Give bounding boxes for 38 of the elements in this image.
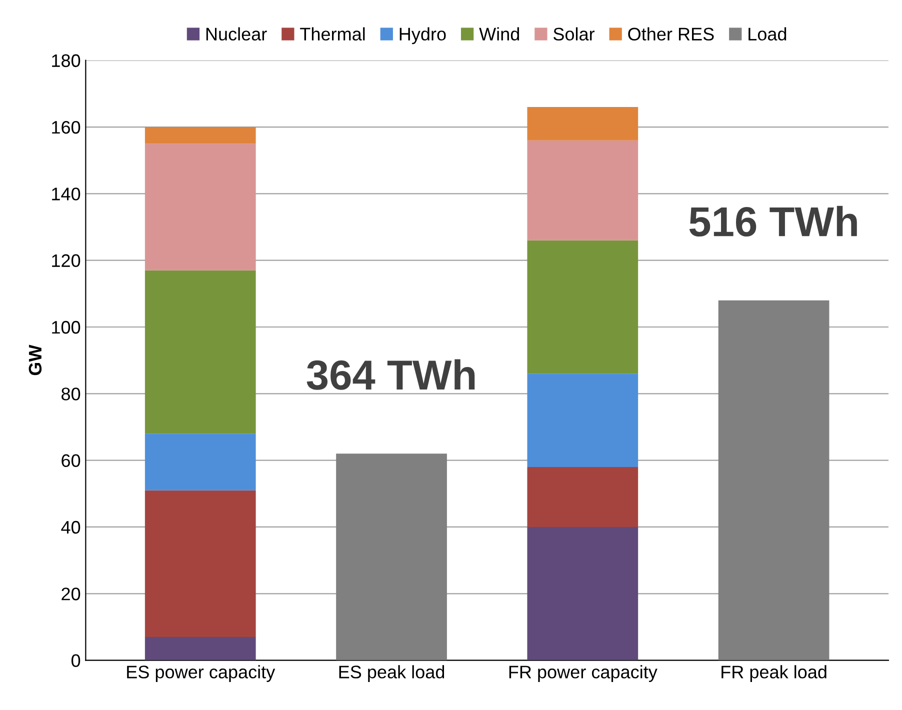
annotation: 364 TWh [306, 359, 475, 390]
bar [144, 144, 256, 270]
y-tick-label: 180 [52, 54, 80, 68]
y-tick-label: 140 [52, 188, 80, 200]
y-tick-label: 0 [71, 654, 80, 668]
legend-label: Nuclear [206, 27, 267, 41]
legend-label: Wind [479, 27, 520, 41]
legend-label: Thermal [300, 27, 365, 41]
bar [144, 127, 256, 144]
bar [527, 240, 638, 374]
y-tick-label: 20 [62, 588, 80, 600]
x-tick-label: ES power capacity [127, 665, 276, 682]
bar [718, 300, 830, 660]
annotation: 516 TWh [689, 206, 857, 237]
bar [144, 434, 256, 490]
bar [144, 636, 256, 660]
y-axis-title: GW [28, 344, 42, 376]
y-tick-label: 100 [52, 320, 80, 334]
bar [527, 374, 638, 467]
y-tick-label: 40 [61, 520, 80, 534]
legend-label: Hydro [400, 27, 446, 44]
x-tick-label: ES peak load [339, 665, 444, 682]
bar [527, 140, 638, 240]
x-tick-label: FR peak load [722, 665, 826, 682]
legend-label: Other RES [628, 27, 714, 41]
bar [144, 490, 256, 637]
bar [527, 526, 638, 660]
bar [336, 454, 447, 660]
bar [527, 107, 638, 140]
legend-label: Load [748, 27, 786, 41]
legend-label: Solar [553, 27, 595, 41]
y-tick-label: 120 [52, 254, 80, 268]
x-tick-label: FR power capacity [509, 665, 658, 682]
bar [144, 270, 256, 434]
y-tick-label: 160 [52, 120, 80, 134]
y-tick-label: 60 [62, 454, 80, 468]
bar [527, 466, 638, 527]
y-tick-label: 80 [62, 388, 80, 400]
